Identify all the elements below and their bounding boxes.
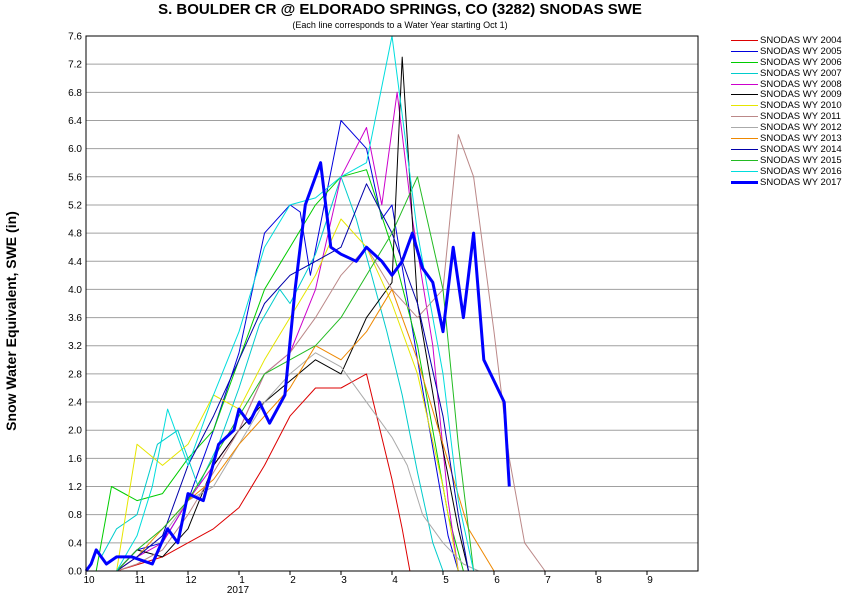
legend-swatch [731, 40, 758, 41]
chart-subtitle: (Each line corresponds to a Water Year s… [292, 20, 508, 30]
y-tick-label: 4.4 [68, 257, 82, 268]
x-tick-label: 9 [647, 575, 653, 586]
legend-item: SNODAS WY 2010 [731, 100, 849, 111]
legend-swatch [731, 138, 758, 140]
legend-swatch [731, 170, 758, 172]
legend-label: SNODAS WY 2010 [760, 100, 842, 112]
series-line-wy2017 [84, 161, 511, 572]
legend-swatch [731, 148, 758, 150]
series-line-wy2016 [116, 35, 475, 572]
legend-label: SNODAS WY 2012 [760, 122, 842, 134]
y-tick-label: 5.6 [68, 172, 82, 183]
legend-label: SNODAS WY 2015 [760, 154, 842, 166]
plot-frame [85, 35, 699, 572]
y-tick-label: 4.8 [68, 229, 82, 240]
legend-label: SNODAS WY 2014 [760, 143, 842, 155]
legend-item: SNODAS WY 2015 [731, 155, 849, 166]
legend-item: SNODAS WY 2009 [731, 89, 849, 100]
legend: SNODAS WY 2004 SNODAS WY 2005 SNODAS WY 20… [731, 35, 849, 188]
y-tick-label: 1.2 [68, 482, 82, 493]
x-tick-label: 11 [135, 575, 146, 586]
y-tick-label: 2.4 [68, 398, 82, 409]
legend-item: SNODAS WY 2014 [731, 144, 849, 155]
legend-swatch [731, 180, 758, 184]
y-tick-label: 3.2 [68, 341, 82, 352]
y-tick-label: 6.8 [68, 88, 82, 99]
legend-label: SNODAS WY 2006 [760, 56, 842, 68]
y-tick-label: 0.0 [68, 567, 82, 578]
series-line-wy2004 [116, 373, 411, 572]
legend-item: SNODAS WY 2005 [731, 46, 849, 57]
x-tick-label: 5 [443, 575, 449, 586]
legend-label: SNODAS WY 2007 [760, 67, 842, 79]
x-tick-label: 3 [341, 575, 347, 586]
legend-label: SNODAS WY 2011 [760, 111, 841, 123]
legend-swatch [731, 50, 758, 52]
chart-title: S. BOULDER CR @ ELDORADO SPRINGS, CO (32… [158, 1, 642, 18]
y-tick-label: 3.6 [68, 313, 82, 324]
series-line-wy2012 [116, 352, 479, 572]
series-line-wy2014 [116, 183, 469, 572]
legend-item: SNODAS WY 2013 [731, 133, 849, 144]
y-tick-labels: 0.0 0.4 0.8 1.2 1.6 2.0 2.4 2.8 3.2 3.6 4.0 4.4 4.8 5… [68, 32, 82, 578]
legend-item: SNODAS WY 2011 [731, 111, 849, 122]
series-lines [84, 35, 546, 572]
legend-item: SNODAS WY 2017 [731, 177, 849, 188]
legend-item: SNODAS WY 2012 [731, 122, 849, 133]
legend-swatch [731, 116, 758, 118]
y-tick-label: 6.4 [68, 116, 82, 127]
y-tick-label: 1.6 [68, 454, 82, 465]
legend-item: SNODAS WY 2016 [731, 166, 849, 177]
legend-item: SNODAS WY 2006 [731, 57, 849, 68]
legend-label: SNODAS WY 2013 [760, 133, 842, 145]
legend-swatch [731, 127, 758, 129]
legend-label: SNODAS WY 2005 [760, 45, 842, 57]
legend-label: SNODAS WY 2017 [760, 176, 842, 188]
y-tick-label: 0.8 [68, 510, 82, 521]
series-line-wy2011 [116, 134, 546, 572]
series-line-wy2015 [116, 176, 475, 572]
y-tick-label: 2.8 [68, 369, 82, 380]
y-tick-label: 4.0 [68, 285, 82, 296]
legend-item: SNODAS WY 2004 [731, 35, 849, 46]
legend-swatch [731, 72, 758, 74]
legend-swatch [731, 159, 758, 161]
legend-item: SNODAS WY 2008 [731, 79, 849, 90]
y-tick-label: 7.6 [68, 32, 82, 43]
legend-label: SNODAS WY 2009 [760, 89, 842, 101]
legend-swatch [731, 94, 758, 96]
y-tick-label: 5.2 [68, 200, 82, 211]
x-year-label: 2017 [227, 585, 250, 596]
legend-label: SNODAS WY 2008 [760, 78, 842, 90]
x-tick-label: 4 [392, 575, 398, 586]
x-tick-label: 8 [596, 575, 602, 586]
legend-item: SNODAS WY 2007 [731, 68, 849, 79]
y-tick-label: 7.2 [68, 60, 82, 71]
x-tick-label: 2 [290, 575, 296, 586]
x-tick-label: 10 [83, 575, 95, 586]
x-tick-label: 1 [239, 575, 245, 586]
x-tick-label: 6 [494, 575, 500, 586]
legend-swatch [731, 83, 758, 85]
y-tick-label: 0.4 [68, 538, 82, 549]
legend-label: SNODAS WY 2004 [760, 35, 842, 46]
series-line-wy2010 [116, 218, 459, 572]
y-tick-label: 6.0 [68, 144, 82, 155]
legend-label: SNODAS WY 2016 [760, 165, 842, 177]
series-line-wy2006 [95, 169, 464, 572]
legend-swatch [731, 61, 758, 63]
y-tick-label: 2.0 [68, 426, 82, 437]
x-tick-label: 12 [185, 575, 197, 586]
x-tick-label: 7 [545, 575, 551, 586]
legend-swatch [731, 105, 758, 107]
